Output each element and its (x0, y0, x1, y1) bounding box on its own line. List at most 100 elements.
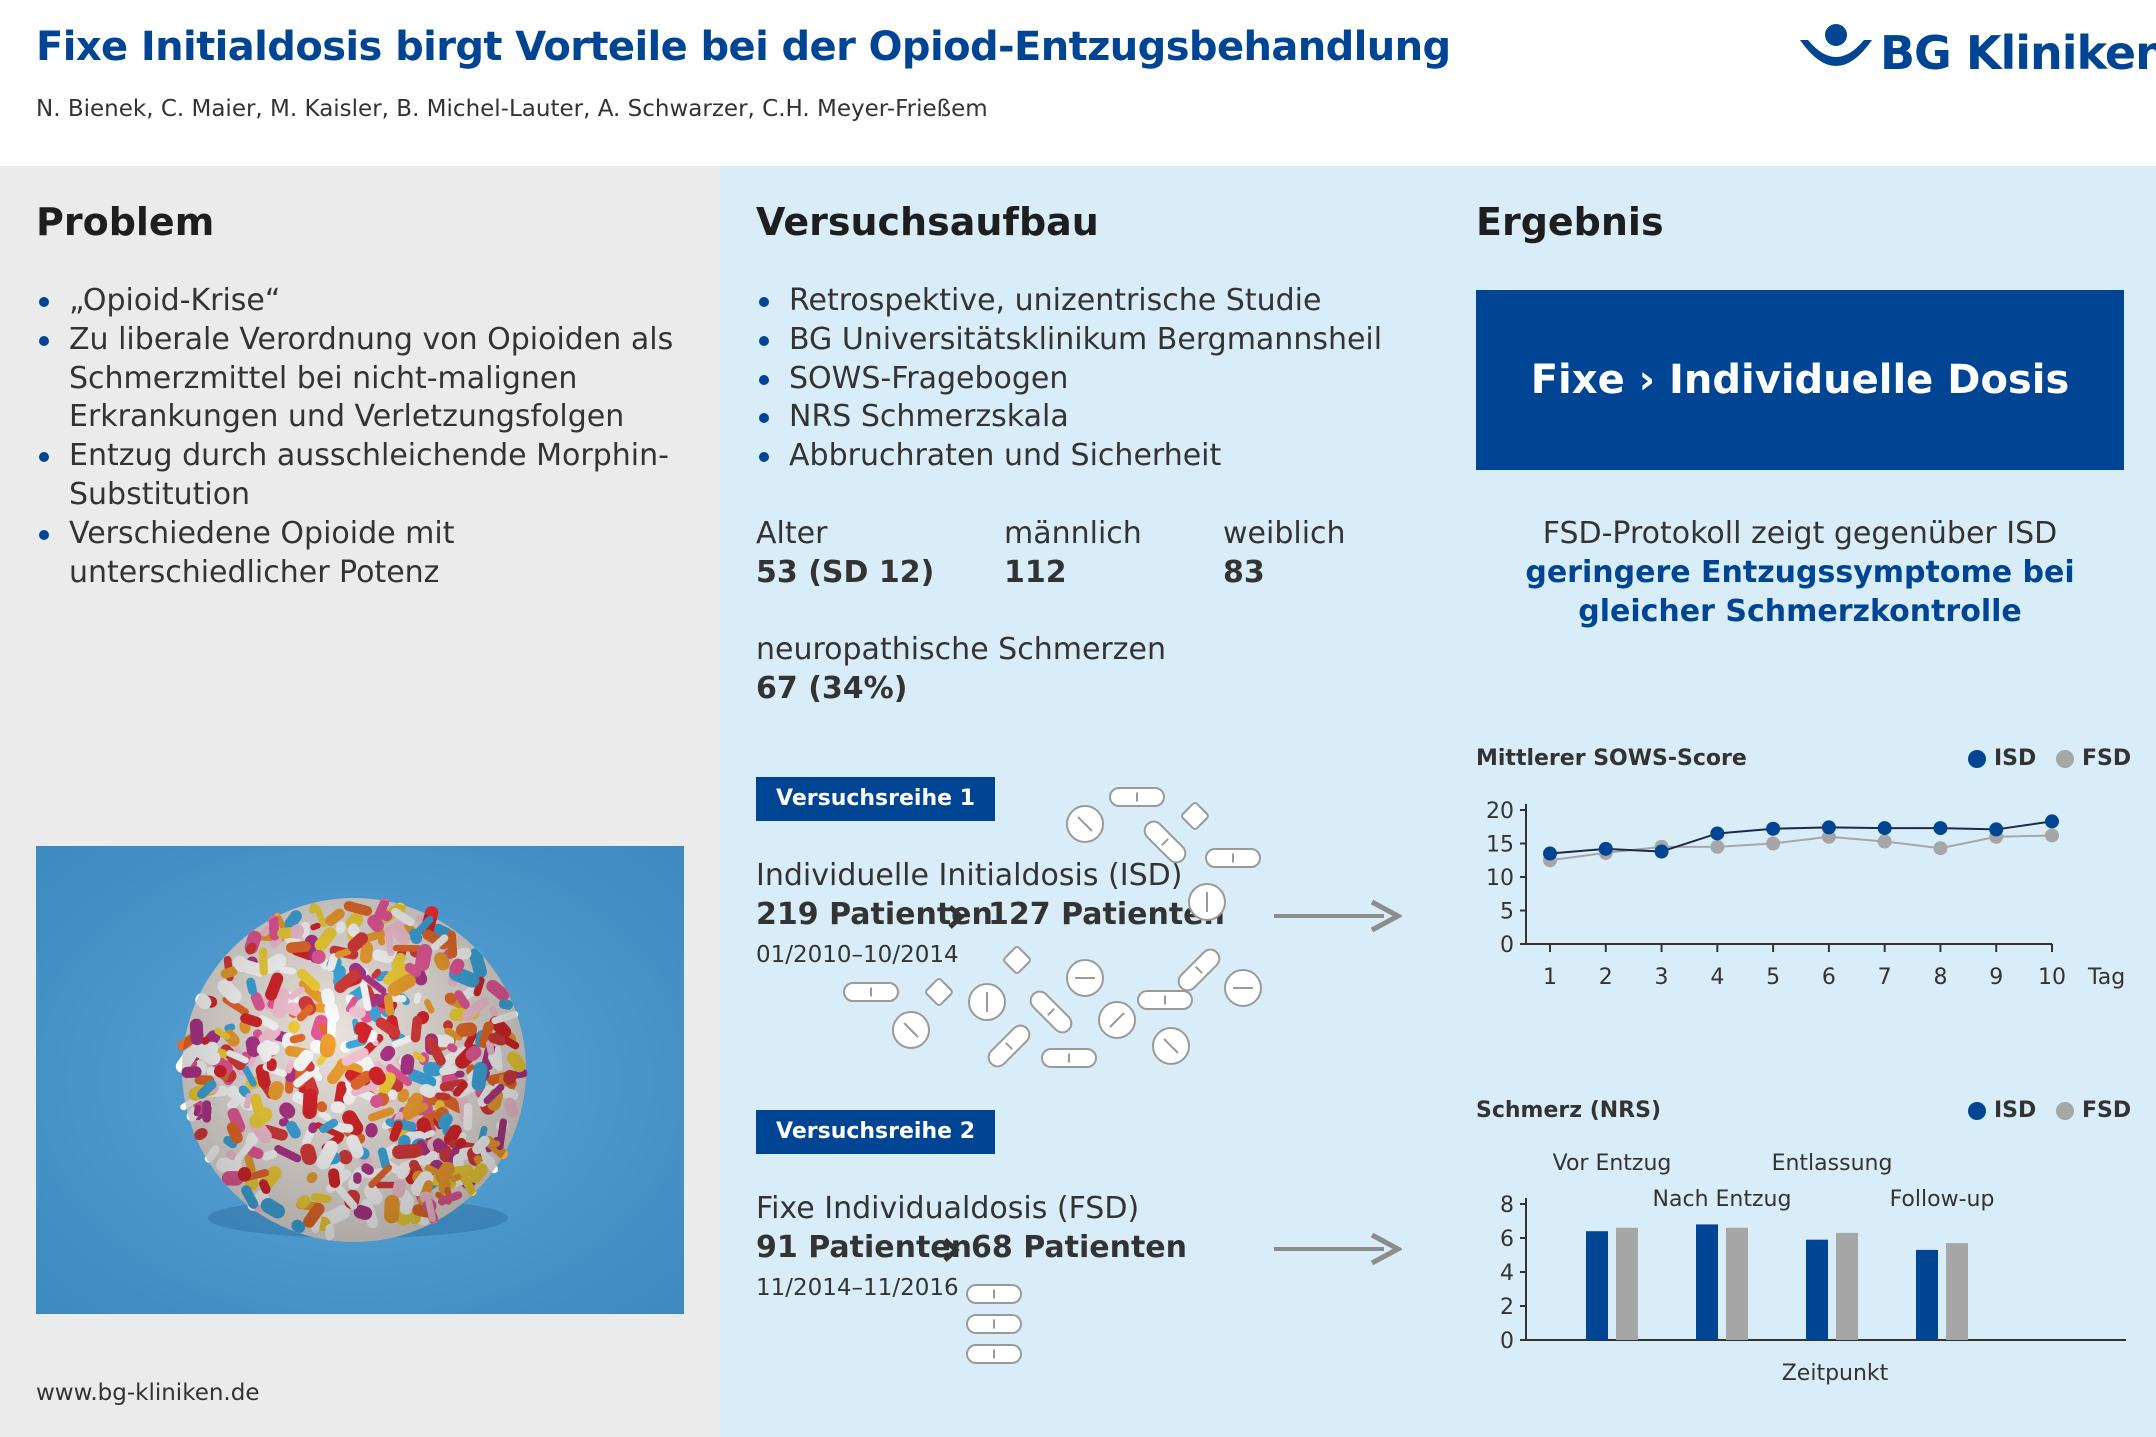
result-box: Fixe › Individuelle Dosis (1476, 290, 2124, 470)
chart2-legend-fsd: FSD (2056, 1098, 2131, 1123)
tablet (1066, 959, 1104, 997)
bar-isd (1696, 1224, 1718, 1340)
pill (1041, 1048, 1097, 1068)
series1-patients-to: 127 Patienten (988, 897, 1225, 932)
legend-label: ISD (1994, 746, 2037, 771)
result-text-plain: FSD-Protokoll zeigt gegenüber ISD (1542, 516, 2058, 551)
x-tick-label: 1 (1543, 965, 1557, 990)
header (0, 0, 2156, 166)
y-tick-label: 4 (1500, 1261, 1514, 1286)
y-tick-label: 6 (1500, 1227, 1514, 1252)
list-item: NRS Schmerzskala (756, 398, 1436, 437)
tablet (968, 983, 1006, 1021)
data-point-isd (1933, 821, 1948, 836)
data-point-isd (1877, 821, 1892, 836)
page-title: Fixe Initialdosis birgt Vorteile bei der… (36, 24, 1451, 70)
y-tick-label: 8 (1500, 1193, 1514, 1218)
series1-badge: Versuchsreihe 1 (756, 777, 996, 821)
logo-text: BG Kliniken (1880, 26, 2156, 80)
list-item: Entzug durch ausschleichende Morphin-Sub… (36, 437, 696, 515)
footer-url[interactable]: www.bg-kliniken.de (36, 1380, 260, 1406)
tablet (1188, 883, 1226, 921)
y-tick-label: 0 (1500, 1329, 1514, 1354)
setup-list: Retrospektive, unizentrische Studie BG U… (756, 282, 1436, 476)
data-point-isd (1821, 820, 1836, 835)
legend-dot (1968, 749, 1986, 768)
male-label: männlich (1004, 516, 1142, 551)
bar-isd (1806, 1239, 1828, 1340)
series2-period: 11/2014–11/2016 (756, 1275, 959, 1301)
list-item: Abbruchraten und Sicherheit (756, 437, 1436, 476)
series1-period: 01/2010–10/2014 (756, 942, 959, 968)
data-point-isd (1598, 841, 1613, 856)
age-label: Alter (756, 516, 828, 551)
category-label: Follow-up (1890, 1187, 1995, 1212)
age-value: 53 (SD 12) (756, 555, 935, 590)
series2-badge: Versuchsreihe 2 (756, 1110, 996, 1154)
bar-isd (1586, 1231, 1608, 1340)
y-tick-label: 15 (1486, 833, 1514, 858)
x-tick-label: 5 (1766, 965, 1780, 990)
x-tick-label: 6 (1822, 965, 1836, 990)
list-item: „Opioid-Krise“ (36, 282, 696, 321)
x-axis-label: Tag (2087, 965, 2125, 990)
x-tick-label: 8 (1933, 965, 1947, 990)
pill (966, 1344, 1022, 1364)
neuro-value: 67 (34%) (756, 671, 908, 706)
female-value: 83 (1223, 555, 1265, 590)
data-point-isd (1710, 826, 1725, 841)
bar-fsd (1836, 1232, 1858, 1340)
setup-heading: Versuchsaufbau (756, 200, 1099, 244)
pill (1177, 948, 1221, 992)
pills-icon (843, 787, 1262, 1068)
series1-name: Individuelle Initialdosis (ISD) (756, 858, 1183, 893)
pills-icon (966, 1284, 1022, 1364)
arrow-right-icon (1274, 899, 1402, 933)
category-label: Nach Entzug (1653, 1187, 1792, 1212)
series-line-fsd (1549, 834, 2053, 862)
pill (1003, 946, 1031, 974)
result-heading: Ergebnis (1476, 200, 1664, 244)
data-point-isd (1766, 821, 1781, 836)
tablet (1066, 805, 1104, 843)
pills-sphere-image (36, 846, 684, 1314)
data-point-fsd (1766, 836, 1781, 851)
y-tick-label: 2 (1500, 1295, 1514, 1320)
arrow-right-icon (1274, 1232, 1402, 1266)
x-tick-label: 3 (1655, 965, 1669, 990)
series-line-isd (1549, 820, 2053, 855)
pill (925, 978, 953, 1006)
chart2-title: Schmerz (NRS) (1476, 1098, 1662, 1123)
problem-heading: Problem (36, 200, 215, 244)
list-item: Retrospektive, unizentrische Studie (756, 282, 1436, 321)
series2-patients-to: 68 Patienten (971, 1230, 1187, 1265)
bar-isd (1916, 1249, 1938, 1340)
pill (1029, 990, 1073, 1034)
chevron-right-icon (943, 1238, 960, 1262)
legend-label: ISD (1994, 1098, 2037, 1123)
pill (1181, 802, 1209, 830)
legend-label: FSD (2082, 1098, 2132, 1123)
bar-fsd (1946, 1243, 1968, 1340)
x-tick-label: 4 (1710, 965, 1724, 990)
pill (1205, 848, 1261, 868)
tablet (1152, 1027, 1190, 1065)
data-point-fsd (2045, 828, 2059, 843)
data-point-isd (1989, 822, 2004, 837)
bar-fsd (1726, 1227, 1748, 1340)
data-point-fsd (1933, 841, 1948, 856)
x-axis-label: Zeitpunkt (1782, 1361, 1889, 1386)
pill (1109, 787, 1165, 807)
pill (1137, 990, 1193, 1010)
chart2-legend-isd: ISD (1968, 1098, 2036, 1123)
legend-dot (2056, 749, 2074, 768)
category-label: Entlassung (1772, 1151, 1893, 1176)
y-tick-label: 10 (1486, 866, 1514, 891)
x-tick-label: 10 (2038, 965, 2066, 990)
nrs-bar-chart: 0 2 4 6 8 Vor Entzug Nach Entzug Entlassung Foll… (1500, 1151, 2126, 1386)
result-text: FSD-Protokoll zeigt gegenüber ISD gering… (1476, 515, 2124, 631)
neuro-label: neuropathische Schmerzen (756, 632, 1166, 667)
male-value: 112 (1004, 555, 1067, 590)
sows-line-chart: 0 5 10 15 20 1 2 3 4 5 6 7 8 9 10 Tag (1486, 799, 2125, 990)
y-tick-label: 0 (1500, 933, 1514, 958)
